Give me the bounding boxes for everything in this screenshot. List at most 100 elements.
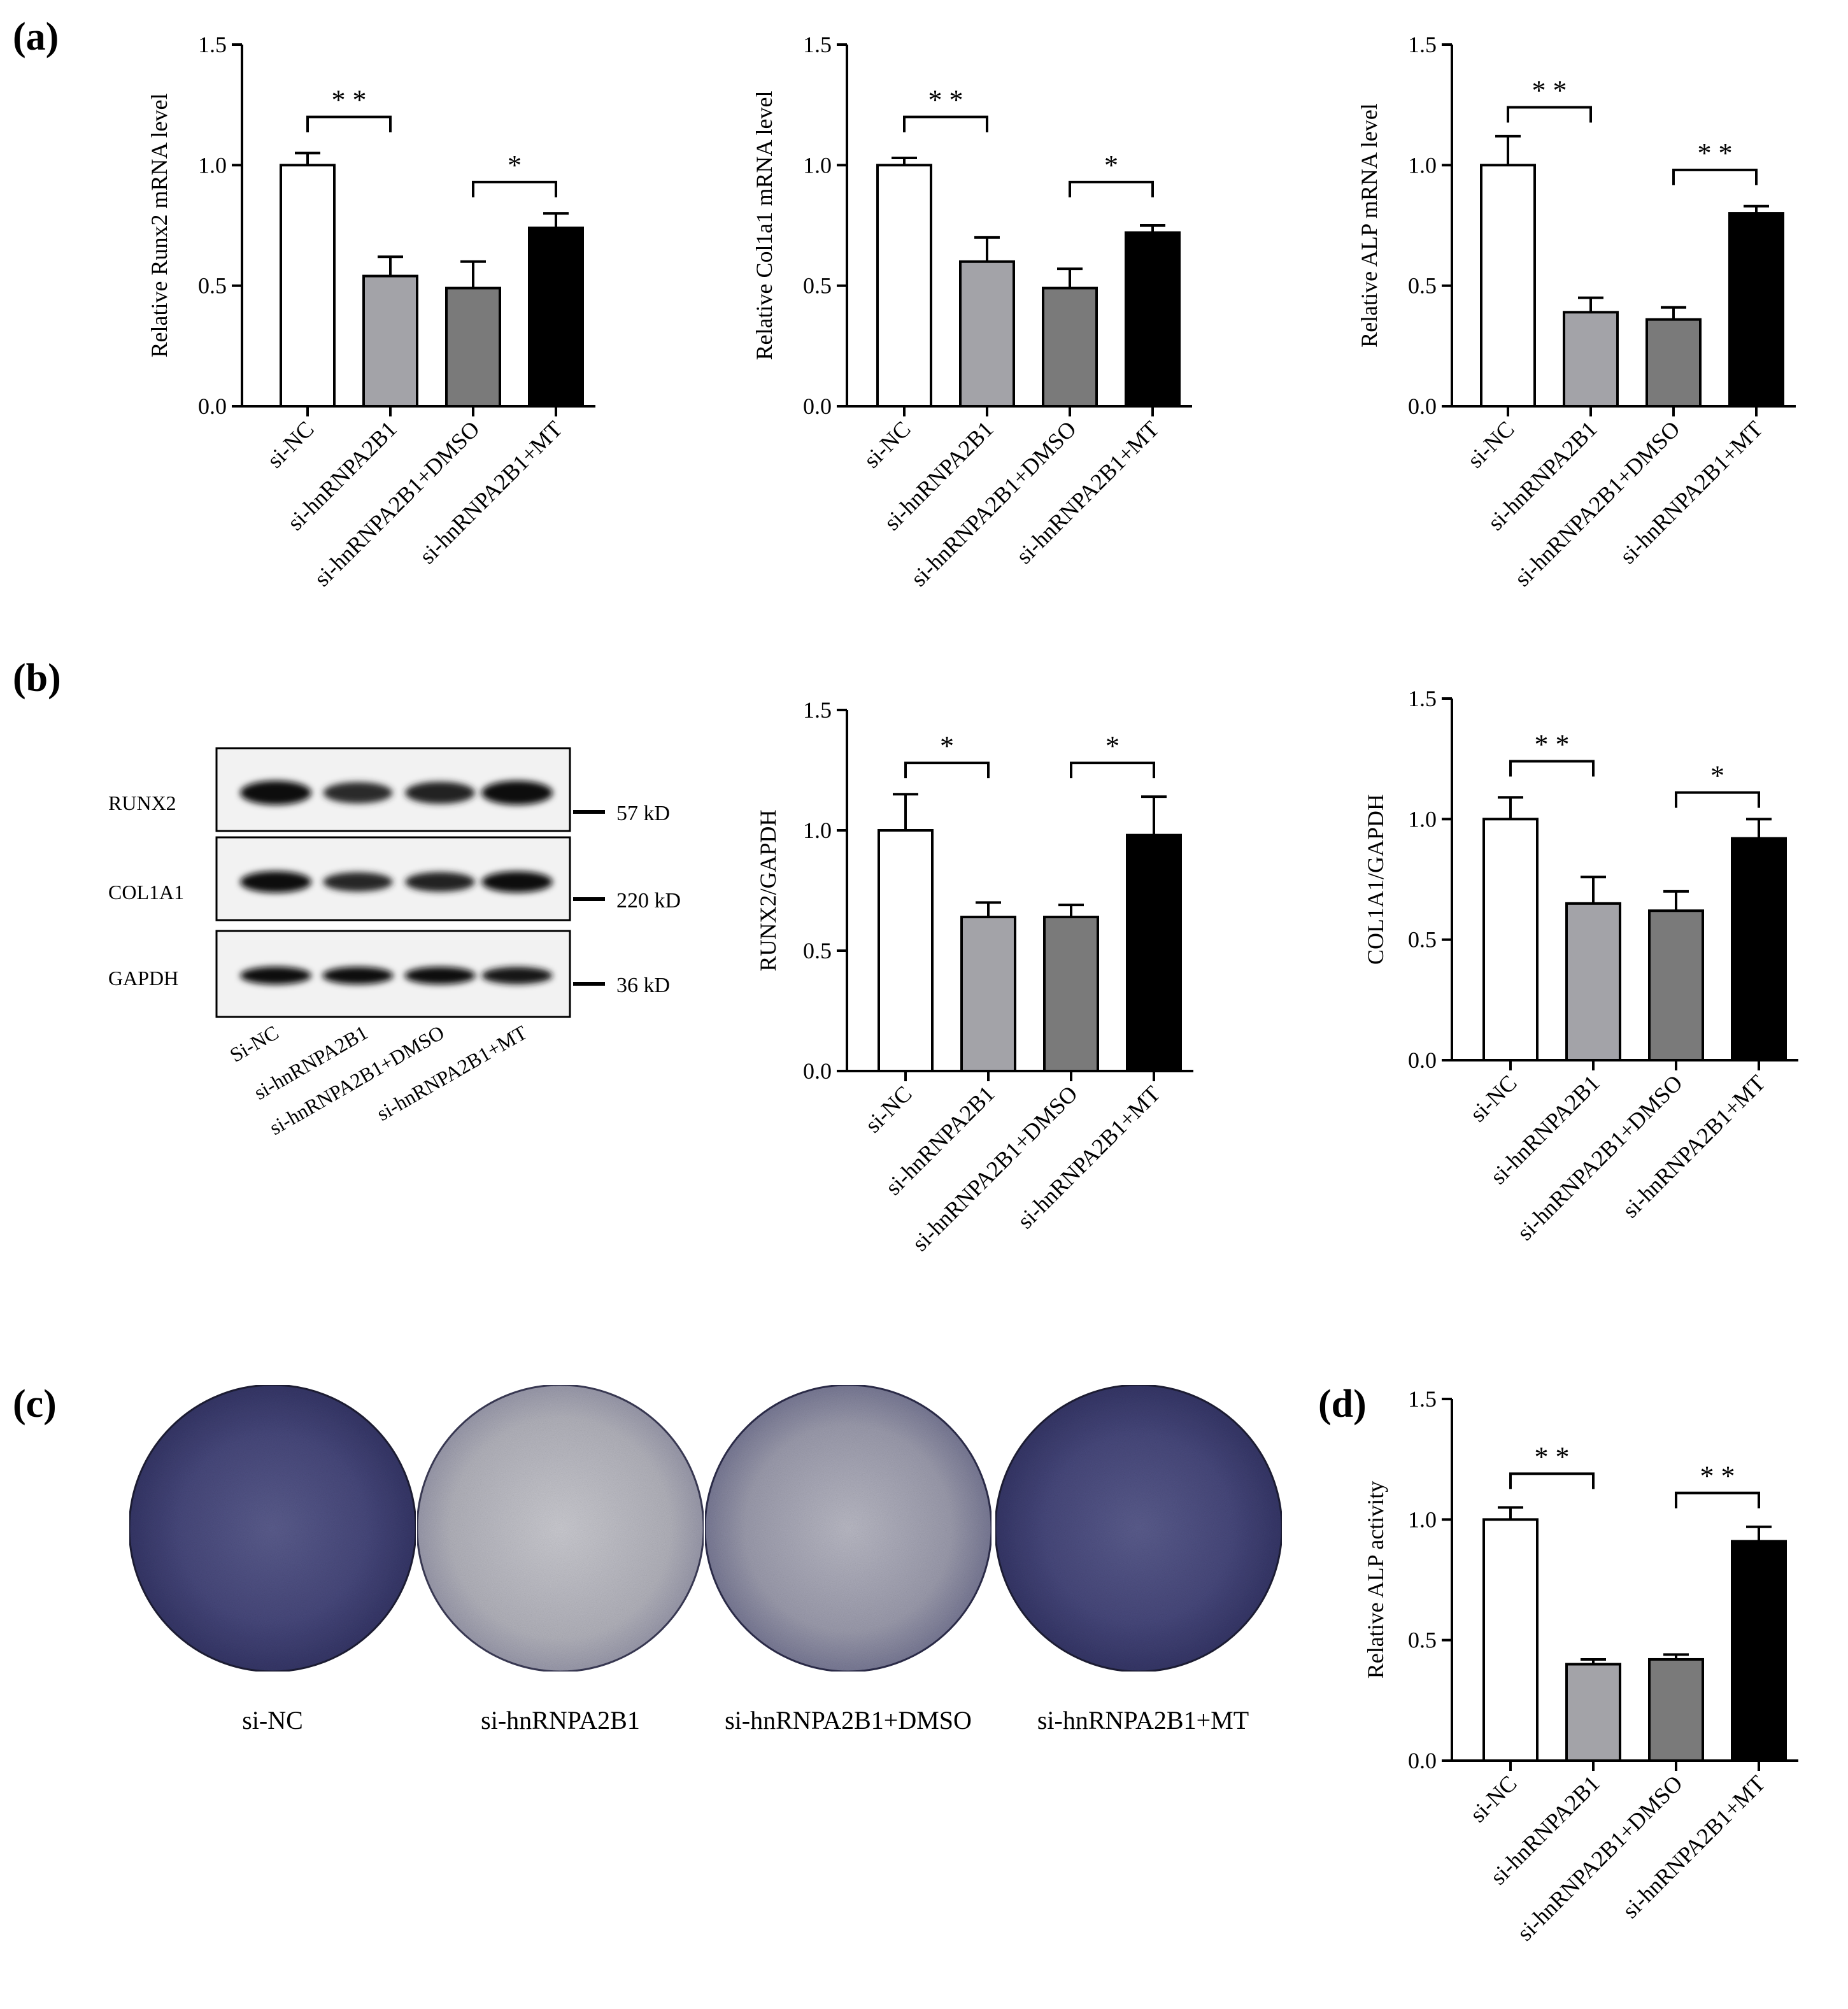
lane-label-si-nc: Si-NC bbox=[226, 1021, 283, 1067]
y-tick-label: 0.5 bbox=[1408, 273, 1437, 299]
category-label: si-hnRNPA2B1+MT bbox=[1617, 1070, 1770, 1223]
y-tick-label: 0.0 bbox=[198, 394, 227, 419]
y-tick-label: 0.0 bbox=[1408, 1047, 1437, 1073]
category-label: si-hnRNPA2B1+DMSO bbox=[907, 1081, 1083, 1256]
blot-band bbox=[481, 781, 553, 805]
y-axis-label: RUNX2/GAPDH bbox=[755, 809, 781, 971]
y-tick-label: 0.5 bbox=[1408, 927, 1437, 953]
bar-2 bbox=[445, 287, 501, 408]
chart-col1a1-gapdh: 0.0 0.5 1.0 1.5 COL1A1/GAPDH si-NC si-hnRNPA2B… bbox=[1363, 686, 1798, 1245]
significance-bracket bbox=[1675, 791, 1760, 808]
blot-band bbox=[481, 967, 553, 984]
y-tick-label: 0.0 bbox=[803, 1058, 832, 1084]
bar-2 bbox=[1645, 318, 1702, 408]
blot-band bbox=[322, 967, 394, 984]
category-label: si-hnRNPA2B1+MT bbox=[1617, 1770, 1770, 1923]
significance-label: * bbox=[940, 730, 954, 762]
y-tick-label: 1.5 bbox=[1408, 32, 1437, 57]
significance-label: * * bbox=[1535, 728, 1570, 760]
significance-bracket bbox=[1672, 168, 1758, 185]
bar-2 bbox=[1648, 909, 1704, 1062]
category-label: si-NC bbox=[1465, 1770, 1522, 1827]
y-tick-label: 0.0 bbox=[1408, 1748, 1437, 1773]
blot-band bbox=[405, 872, 475, 892]
significance-bracket bbox=[903, 115, 988, 132]
bar-1 bbox=[1565, 902, 1621, 1062]
bar-1 bbox=[362, 274, 418, 408]
significance-bracket bbox=[904, 762, 990, 779]
significance-bracket bbox=[1070, 762, 1155, 779]
significance-label: * bbox=[1104, 150, 1118, 181]
category-label: si-hnRNPA2B1+DMSO bbox=[1510, 416, 1685, 591]
y-tick-label: 0.0 bbox=[1408, 394, 1437, 419]
y-tick-label: 0.5 bbox=[1408, 1628, 1437, 1653]
blot-band bbox=[404, 967, 476, 984]
plate-label-si-nc: si-NC bbox=[242, 1706, 303, 1735]
significance-label: * * bbox=[928, 85, 963, 116]
blot-band bbox=[240, 967, 311, 984]
y-tick-label: 1.5 bbox=[1408, 1386, 1437, 1412]
category-label: si-hnRNPA2B1+MT bbox=[1011, 416, 1164, 569]
panel-label-c: (c) bbox=[13, 1382, 57, 1426]
y-tick-label: 1.0 bbox=[198, 152, 227, 178]
significance-bracket bbox=[472, 180, 557, 197]
blot-band bbox=[405, 781, 475, 804]
significance-label: * * bbox=[1532, 75, 1567, 106]
significance-label: * * bbox=[332, 85, 367, 116]
y-tick-label: 1.5 bbox=[198, 32, 227, 57]
significance-label: * * bbox=[1535, 1441, 1570, 1472]
chart-runx2-mrna: 0.0 0.5 1.0 1.5 Relative Runx2 mRNA level si-… bbox=[146, 32, 595, 591]
significance-bracket bbox=[1069, 180, 1154, 197]
marker-57kd: 57 kD bbox=[616, 802, 670, 825]
y-tick-label: 0.5 bbox=[803, 938, 832, 963]
blot-band bbox=[240, 871, 311, 893]
y-tick-label: 1.5 bbox=[1408, 686, 1437, 711]
marker-36kd: 36 kD bbox=[616, 974, 670, 997]
chart-col1a1-mrna: 0.0 0.5 1.0 1.5 Relative Col1a1 mRNA level si… bbox=[751, 32, 1192, 591]
plate-si-hnrnpa2b1-mt bbox=[994, 1384, 1283, 1673]
y-tick-label: 1.5 bbox=[803, 697, 832, 723]
bar-3 bbox=[528, 226, 584, 408]
bar-0 bbox=[878, 829, 934, 1072]
y-axis-label: COL1A1/GAPDH bbox=[1363, 794, 1388, 965]
y-tick-label: 0.0 bbox=[803, 394, 832, 419]
bar-1 bbox=[1565, 1663, 1621, 1763]
y-tick-label: 1.0 bbox=[1408, 152, 1437, 178]
bar-2 bbox=[1648, 1658, 1704, 1762]
blot-band bbox=[323, 872, 393, 892]
marker-220kd: 220 kD bbox=[616, 889, 681, 912]
plate-label-dmso: si-hnRNPA2B1+DMSO bbox=[725, 1706, 972, 1735]
chart-runx2-gapdh: 0.00.51.01.5RUNX2/GAPDHsi-NCsi-hnRNPA2B1… bbox=[755, 697, 1193, 1256]
y-tick-label: 1.0 bbox=[803, 818, 832, 843]
significance-bracket bbox=[1509, 1472, 1595, 1489]
bar-0 bbox=[280, 164, 336, 408]
blot-label-col1a1: COL1A1 bbox=[108, 881, 184, 904]
y-axis-label: Relative ALP mRNA level bbox=[1356, 103, 1382, 348]
category-label: si-hnRNPA2B1+DMSO bbox=[1512, 1770, 1688, 1945]
bar-3 bbox=[1731, 837, 1787, 1062]
plate-si-hnrnpa2b1 bbox=[416, 1384, 705, 1673]
plate-si-hnrnpa2b1-dmso bbox=[704, 1384, 993, 1673]
bar-3 bbox=[1126, 834, 1182, 1073]
blot-label-gapdh: GAPDH bbox=[108, 967, 178, 990]
category-label: si-hnRNPA2B1+MT bbox=[1615, 416, 1768, 569]
bar-1 bbox=[1563, 311, 1619, 408]
y-axis-label: Relative Col1a1 mRNA level bbox=[751, 91, 777, 360]
bar-1 bbox=[959, 260, 1015, 408]
panel-label-d: (d) bbox=[1318, 1382, 1367, 1426]
y-tick-label: 1.5 bbox=[803, 32, 832, 57]
significance-label: * * bbox=[1698, 138, 1733, 169]
significance-bracket bbox=[1675, 1491, 1760, 1509]
bar-2 bbox=[1043, 916, 1099, 1072]
bar-1 bbox=[960, 916, 1016, 1072]
category-label: si-NC bbox=[1465, 1070, 1522, 1126]
bar-3 bbox=[1728, 212, 1784, 408]
plate-label-si-hnrnpa2b1: si-hnRNPA2B1 bbox=[481, 1706, 640, 1735]
y-tick-label: 1.0 bbox=[1408, 806, 1437, 832]
category-label: si-NC bbox=[859, 416, 916, 472]
y-tick-label: 0.5 bbox=[803, 273, 832, 299]
significance-label: * bbox=[1710, 760, 1724, 792]
western-blot: RUNX2 COL1A1 GAPDH 57 kD 220 kD 36 kD Si… bbox=[108, 747, 681, 1139]
